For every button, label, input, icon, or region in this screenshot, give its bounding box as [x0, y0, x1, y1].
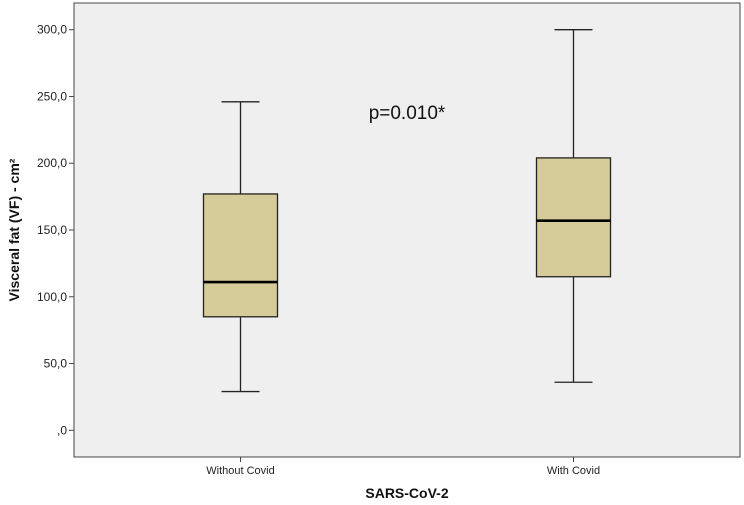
p-value-annotation: p=0.010* [369, 103, 446, 124]
x-tick-label: With Covid [547, 465, 600, 477]
iqr-box [535, 157, 612, 278]
y-tick-label: ,0 [57, 423, 67, 437]
x-axis-ticks: Without Covid With Covid [206, 457, 600, 477]
iqr-box [202, 193, 279, 318]
y-tick-label: 50,0 [44, 357, 68, 371]
y-tick-label: 300,0 [37, 23, 67, 37]
x-axis-title: SARS-CoV-2 [365, 485, 448, 501]
y-axis-ticks: ,0 50,0 100,0 150,0 200,0 250,0 300,0 [37, 23, 74, 437]
box-without-covid [202, 101, 279, 393]
x-tick-label: Without Covid [206, 465, 274, 477]
y-tick-label: 100,0 [37, 290, 67, 304]
y-tick-label: 250,0 [37, 89, 67, 103]
box-series [202, 29, 612, 393]
box-with-covid [535, 29, 612, 383]
plot-area [73, 2, 741, 458]
y-tick-label: 150,0 [37, 223, 67, 237]
y-tick-label: 200,0 [37, 156, 67, 170]
y-axis-title: Visceral fat (VF) - cm² [6, 158, 22, 301]
